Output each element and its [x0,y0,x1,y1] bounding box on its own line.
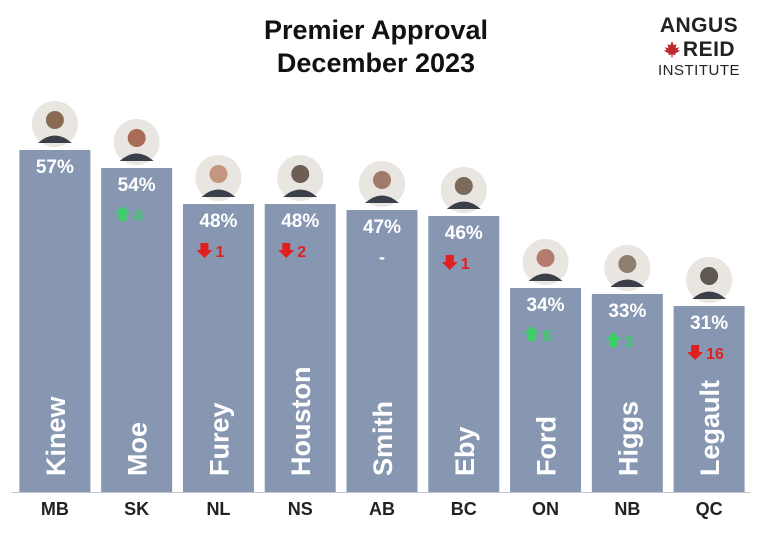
chart-title-line-2: December 2023 [276,48,476,78]
bar-value-label: 46% [445,223,483,244]
premier-photo-face [454,177,473,195]
premier-name-label: Moe [123,422,153,476]
province-tick-label: ON [532,499,559,519]
premier-name-label: Eby [450,426,480,476]
premier-photo-shoulders [610,279,645,287]
logo-line-3: INSTITUTE [658,62,740,79]
premier-photo-face [700,267,719,285]
bar [591,294,663,492]
premier-photo-face [536,249,555,267]
bar-value-label: 34% [527,295,565,316]
bar [510,288,582,492]
arrow-down-icon [278,243,295,258]
premier-photo-face [618,255,637,273]
bar [19,150,91,492]
change-value-label: 1 [215,244,224,261]
bar [673,306,745,492]
premier-photo-shoulders [37,135,72,143]
province-tick-label: NB [614,499,640,519]
province-tick-label: AB [369,499,395,519]
province-tick-label: NS [288,499,313,519]
bar-value-label: 47% [363,217,401,238]
premier-photo-face [291,165,310,183]
province-tick-label: SK [124,499,149,519]
bar [428,216,500,492]
bar-value-label: 48% [199,211,237,232]
province-tick-label: MB [41,499,69,519]
bar [182,204,254,492]
bar-value-label: 48% [281,211,319,232]
logo-line-2: REID [682,38,736,61]
premier-photo-shoulders [365,195,399,203]
province-tick-label: BC [451,499,477,519]
logo-line-1: ANGUS [659,14,739,37]
premier-name-label: Smith [368,401,398,476]
chart-title-line-1: Premier Approval [263,15,489,45]
province-tick-label: QC [696,499,723,519]
premier-name-label: Ford [532,416,562,476]
change-value-label: 4 [134,208,143,225]
premier-photo-shoulders [119,153,154,161]
angus-reid-logo: ANGUS REID INSTITUTE [640,14,758,80]
arrow-up-icon [114,206,131,221]
chart-title: Premier Approval December 2023 [176,14,576,80]
premier-photo-shoulders [692,291,727,299]
premier-photo-face [373,171,391,189]
arrow-up-icon [523,326,540,341]
arrow-down-icon [441,255,458,270]
change-value-label: 6 [543,328,552,345]
bar-value-label: 31% [690,313,728,334]
bar-value-label: 54% [118,175,156,196]
province-tick-label: NL [206,499,230,519]
bar [101,168,173,492]
arrow-up-icon [605,332,622,347]
premier-name-label: Higgs [613,401,643,476]
premier-photo-shoulders [446,201,481,209]
bar [346,210,418,492]
arrow-down-icon [687,345,704,360]
premier-photo-face [127,129,146,147]
premier-photo-shoulders [283,189,318,197]
premier-photo-shoulders [528,273,563,281]
bar [264,204,336,492]
bar-value-label: 57% [36,157,74,178]
change-value-label: 16 [706,346,724,363]
change-value-label: - [379,247,385,267]
arrow-down-icon [196,243,213,258]
premier-photo-face [45,111,64,129]
change-value-label: 2 [297,244,306,261]
premier-name-label: Furey [204,402,234,476]
premier-name-label: Kinew [41,395,71,476]
change-value-label: 1 [461,256,470,273]
premier-photo-face [209,165,228,183]
premier-name-label: Houston [286,367,316,476]
premier-photo-shoulders [201,189,236,197]
change-value-label: 3 [624,334,633,351]
bar-value-label: 33% [608,301,646,322]
maple-leaf-icon [663,40,681,58]
premier-name-label: Legault [695,380,725,476]
